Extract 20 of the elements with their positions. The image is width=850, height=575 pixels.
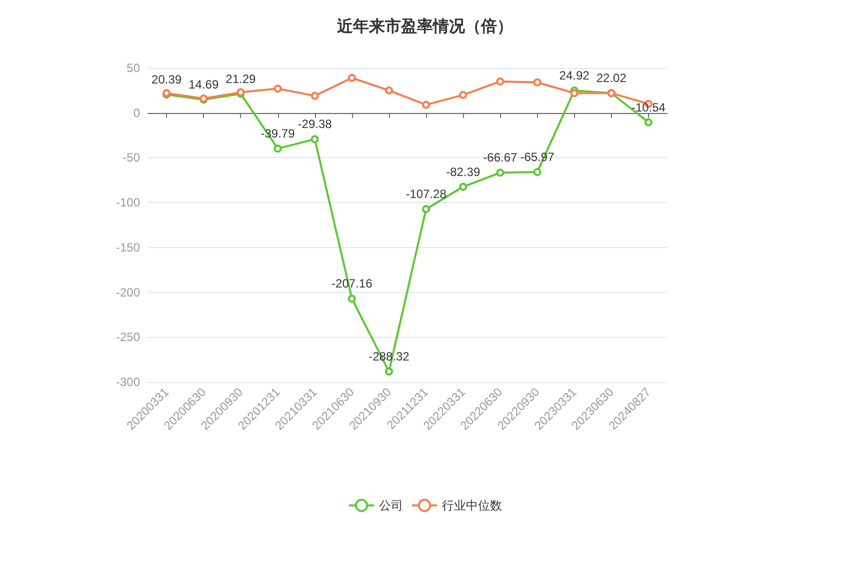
data-label: -29.38 [298,117,332,132]
y-tick-label: -100 [116,196,140,210]
data-label: 22.02 [596,71,627,86]
y-tick-label: -200 [116,285,140,300]
legend-label: 公司 [379,498,403,512]
y-tick-label: -50 [122,150,140,165]
y-tick-label: 50 [126,61,140,75]
data-label: 21.29 [226,72,256,86]
y-tick-label: -250 [116,330,140,344]
data-label: -66.67 [483,150,518,165]
data-label: -107.28 [406,187,447,202]
data-label: 14.69 [188,78,219,92]
legend-label: 行业中位数 [442,498,502,512]
data-label: 24.92 [559,68,590,82]
data-label: -82.39 [446,164,480,179]
y-tick-label: 0 [133,106,140,120]
data-label: 20.39 [152,72,182,87]
chart-title: 近年来市盈率情况（倍） [336,16,513,36]
y-tick-label: -300 [116,375,140,389]
y-tick-label: -150 [116,240,140,254]
